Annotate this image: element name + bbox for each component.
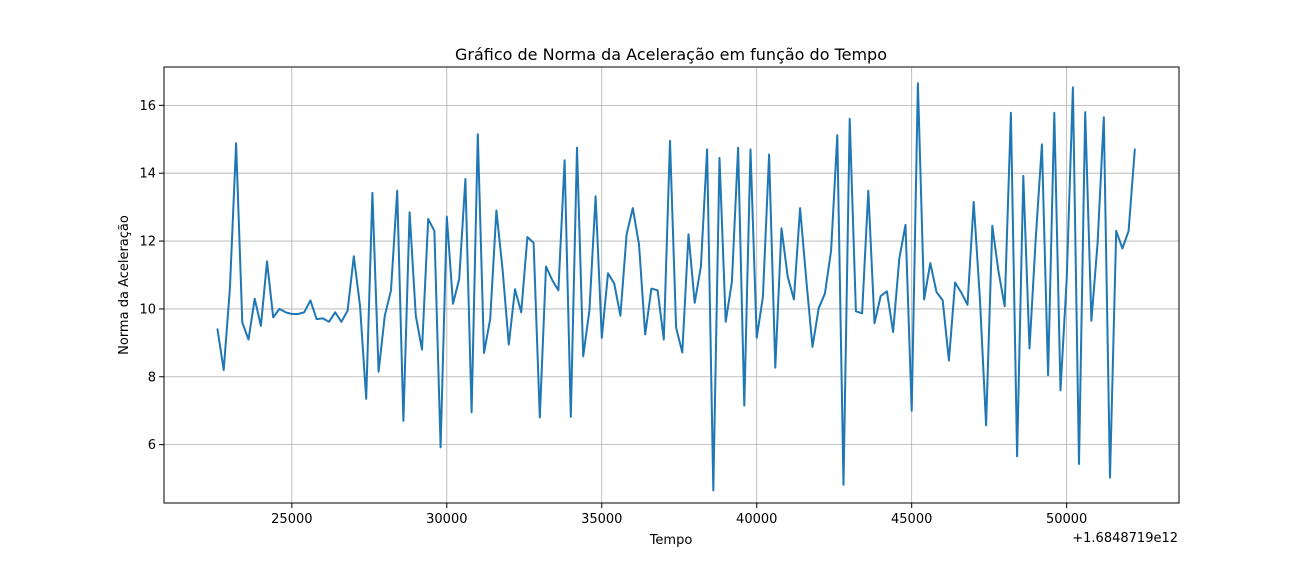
y-tick-label: 14 (139, 167, 156, 182)
y-tick-label: 12 (139, 235, 156, 250)
x-tick-label: 25000 (271, 512, 312, 527)
y-tick-label: 10 (139, 302, 156, 317)
x-tick-label: 40000 (736, 512, 777, 527)
x-tick-label: 50000 (1046, 512, 1087, 527)
x-axis-ticks: 25000 30000 35000 40000 45000 50000 (271, 503, 1087, 527)
plot-frame (163, 66, 1180, 504)
x-tick-label: 30000 (426, 512, 467, 527)
y-axis-label: Norma da Aceleração (117, 215, 132, 355)
chart-title: Gráfico de Norma da Aceleração em função… (455, 45, 887, 64)
y-tick-label: 6 (148, 438, 156, 453)
x-axis-label: Tempo (649, 533, 693, 548)
x-axis-offset-label: +1.6848719e12 (1072, 531, 1178, 546)
y-axis-ticks: 6 8 10 12 14 16 (139, 99, 164, 453)
y-tick-label: 16 (139, 99, 156, 114)
x-tick-label: 35000 (581, 512, 622, 527)
x-tick-label: 45000 (891, 512, 932, 527)
y-tick-label: 8 (148, 370, 156, 385)
series-line (216, 82, 1136, 492)
